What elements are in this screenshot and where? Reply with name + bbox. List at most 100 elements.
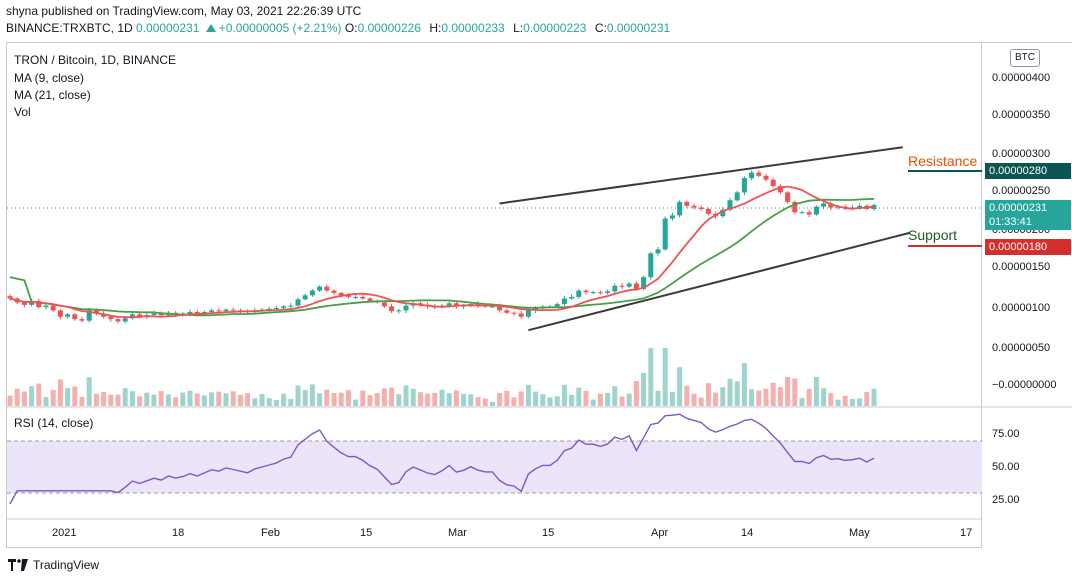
- candle-body: [785, 192, 791, 202]
- volume-bar: [151, 394, 157, 406]
- chart-frame[interactable]: [6, 42, 982, 548]
- candle-body: [317, 286, 323, 291]
- volume-bar: [691, 393, 697, 406]
- resistance-annotation[interactable]: Resistance: [908, 153, 978, 169]
- candle-body: [338, 292, 344, 296]
- volume-bar: [828, 393, 834, 406]
- candle-body: [223, 309, 229, 312]
- volume-bar: [374, 393, 380, 406]
- ma9-legend[interactable]: MA (9, close): [14, 71, 85, 85]
- price-tick: 0.00000150: [992, 261, 1051, 273]
- footer-brand[interactable]: TradingView: [8, 558, 99, 572]
- candle-body: [216, 310, 222, 312]
- volume-bar: [756, 390, 762, 406]
- volume-bar: [461, 393, 467, 406]
- volume-bar: [93, 393, 99, 406]
- up-triangle-icon: [205, 24, 216, 32]
- volume-bar: [245, 393, 251, 406]
- price-scale[interactable]: 0.00000400 0.00000350 0.00000300 0.00000…: [982, 42, 1072, 549]
- ma9-line: [9, 185, 875, 318]
- candle-body: [230, 309, 236, 311]
- upper-trendline[interactable]: [499, 146, 903, 205]
- candle-body: [489, 306, 495, 308]
- candle-body: [734, 192, 740, 201]
- candle-body: [302, 295, 308, 300]
- volume-bar: [209, 392, 215, 406]
- time-tick: May: [849, 527, 870, 539]
- volume-bar: [475, 397, 481, 406]
- candle-body: [101, 313, 107, 317]
- volume-bar: [871, 388, 877, 406]
- volume-bar: [180, 392, 186, 406]
- volume-bar: [29, 386, 35, 406]
- candle-body: [554, 304, 560, 307]
- candle-body: [93, 310, 99, 314]
- volume-bar: [655, 390, 661, 406]
- currency-button[interactable]: BTC: [1010, 49, 1040, 67]
- time-tick: 2021: [52, 527, 77, 539]
- ma21-legend[interactable]: MA (21, close): [14, 88, 91, 102]
- candle-body: [770, 179, 776, 187]
- high-label: H:: [429, 21, 442, 35]
- volume-bar: [389, 387, 395, 406]
- candle-body: [21, 302, 27, 305]
- volume-bar: [720, 387, 726, 406]
- candle-body: [857, 205, 863, 208]
- candle-body: [684, 201, 690, 206]
- volume-bar: [57, 379, 63, 406]
- volume-bar: [497, 392, 503, 406]
- candle-body: [626, 283, 632, 287]
- candle-body: [273, 308, 279, 310]
- candle-body: [187, 311, 193, 314]
- volume-bar: [785, 376, 791, 406]
- volume-bar: [317, 393, 323, 406]
- time-tick: Apr: [651, 527, 669, 539]
- volume-bar: [324, 389, 330, 406]
- candle-body: [561, 298, 567, 305]
- volume-legend[interactable]: Vol: [14, 105, 31, 119]
- candle-body: [158, 313, 164, 316]
- rsi-line: [9, 413, 875, 505]
- support-annotation[interactable]: Support: [908, 227, 958, 243]
- volume-bar: [576, 387, 582, 406]
- candle-body: [741, 178, 747, 193]
- candle-body: [669, 215, 675, 219]
- time-tick: 18: [172, 527, 185, 539]
- volume-bar: [439, 389, 445, 406]
- candle-body: [511, 312, 517, 314]
- candle-body: [619, 285, 625, 287]
- rsi-tick: 50.00: [992, 461, 1020, 473]
- volume-bar: [36, 383, 42, 406]
- rsi-tick: 75.00: [992, 428, 1020, 440]
- volume-bar: [453, 390, 459, 406]
- candle-body: [806, 212, 812, 215]
- volume-bar: [641, 372, 647, 406]
- candle-body: [612, 285, 618, 292]
- price-tick: −0.00000000: [992, 379, 1057, 391]
- candle-body: [108, 316, 114, 320]
- candle-body: [266, 308, 272, 310]
- volume-bar: [86, 377, 92, 406]
- volume-bar: [741, 363, 747, 406]
- chart-title: TRON / Bitcoin, 1D, BINANCE: [14, 53, 177, 67]
- volume-bar: [201, 395, 207, 406]
- volume-bar: [115, 394, 121, 406]
- current-price-label: 0.00000231 01:33:41: [985, 200, 1071, 230]
- volume-bar: [777, 387, 783, 406]
- volume-bar: [713, 392, 719, 406]
- volume-bar: [612, 386, 618, 406]
- volume-bar: [79, 396, 85, 406]
- symbol-name: BINANCE:TRXBTC, 1D: [6, 21, 133, 35]
- volume-bar: [698, 397, 704, 406]
- volume-bar: [353, 399, 359, 406]
- low-label: L:: [513, 21, 524, 35]
- volume-bar: [561, 384, 567, 406]
- candle-body: [29, 300, 35, 305]
- rsi-legend[interactable]: RSI (14, close): [14, 416, 94, 430]
- volume-bar: [504, 390, 510, 406]
- lower-trendline[interactable]: [528, 231, 911, 332]
- candle-body: [792, 201, 798, 213]
- volume-bar: [137, 396, 143, 406]
- open-value: 0.00000226: [357, 21, 421, 35]
